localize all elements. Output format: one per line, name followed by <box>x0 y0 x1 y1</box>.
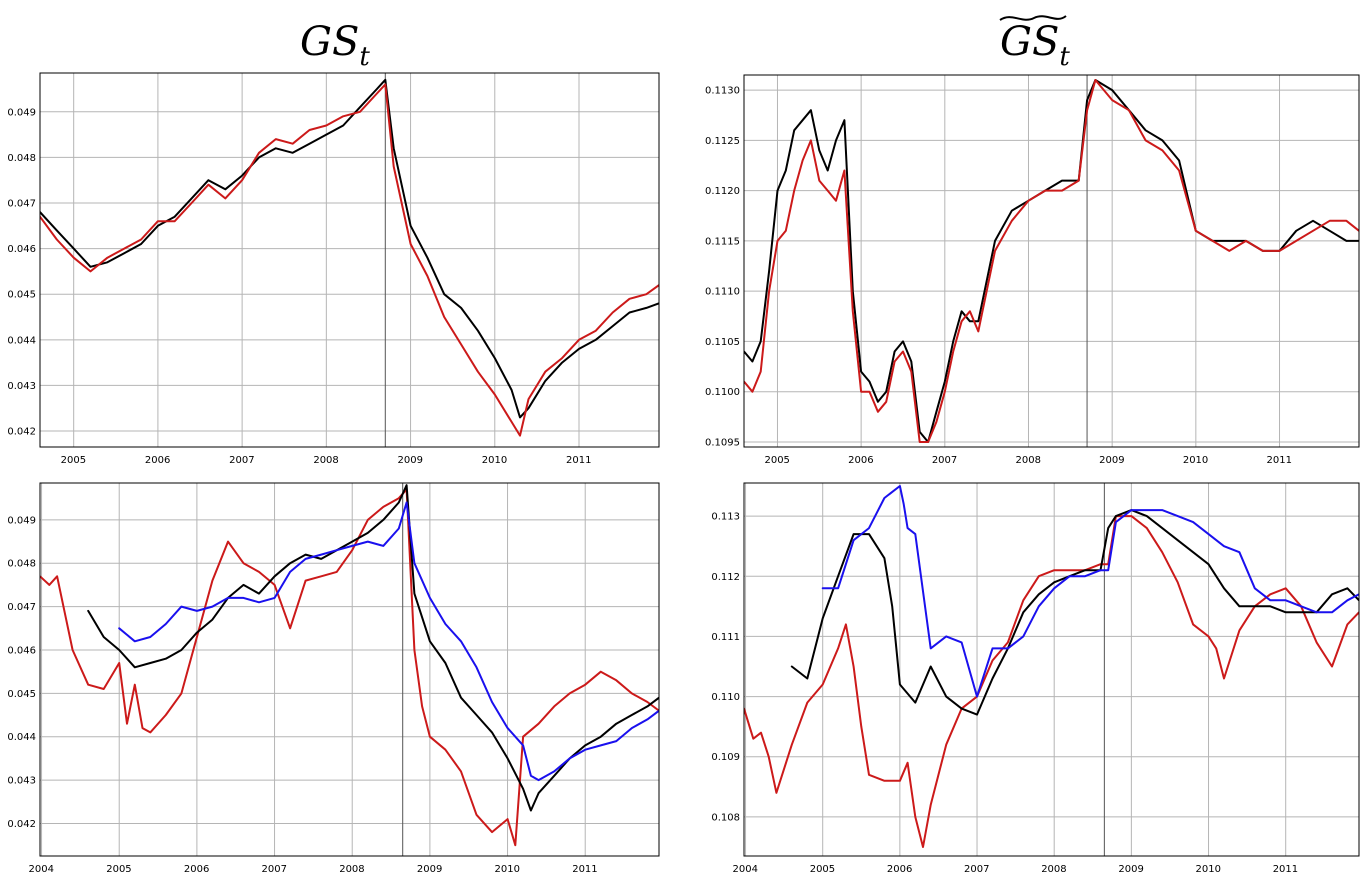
x-tick-label: 2005 <box>810 864 835 875</box>
title-left-main: GS <box>300 19 359 65</box>
x-tick-label: 2006 <box>887 864 912 875</box>
y-tick-label: 0.044 <box>7 335 36 346</box>
y-tick-label: 0.113 <box>711 512 740 523</box>
x-tick-label: 2011 <box>1273 864 1298 875</box>
x-tick-label: 2009 <box>1099 455 1124 466</box>
y-tick-label: 0.109 <box>711 752 740 763</box>
x-tick-label: 2011 <box>566 455 591 466</box>
x-tick-label: 2004 <box>29 864 54 875</box>
x-tick-label: 2005 <box>764 455 789 466</box>
y-tick-label: 0.047 <box>7 602 36 613</box>
title-left: GSt <box>300 19 370 72</box>
x-tick-label: 2006 <box>848 455 873 466</box>
y-tick-label: 0.042 <box>7 427 36 438</box>
title-right-subscript: t <box>1059 42 1070 72</box>
panel-top-left: 2005 2006 2007 2008 2009 2010 2011 0.042 0.043 0.… <box>7 72 660 466</box>
panel-bottom-right: 2004 2005 2006 2007 2008 2009 2010 2011 0.108 0.1… <box>711 482 1360 875</box>
x-tick-label: 2005 <box>61 455 86 466</box>
x-tick-label: 2004 <box>733 864 758 875</box>
y-tick-label: 0.043 <box>7 381 36 392</box>
x-tick-label: 2008 <box>1041 864 1066 875</box>
x-tick-label: 2010 <box>495 864 520 875</box>
series-line-red <box>744 79 1359 443</box>
plot-frame <box>743 482 1360 857</box>
title-left-subscript: t <box>359 42 370 72</box>
x-tick-label: 2006 <box>145 455 170 466</box>
y-tick-label: 0.046 <box>7 645 36 656</box>
y-tick-label: 0.047 <box>7 198 36 209</box>
series-line-black <box>744 79 1359 443</box>
y-tick-label: 0.043 <box>7 776 36 787</box>
plot-frame <box>39 72 660 448</box>
x-tick-label: 2011 <box>1267 455 1292 466</box>
y-tick-label: 0.049 <box>7 107 36 118</box>
series-line-black <box>40 78 659 419</box>
y-tick-label: 0.112 <box>711 572 740 583</box>
x-tick-label: 2007 <box>964 864 989 875</box>
x-tick-label: 2008 <box>339 864 364 875</box>
series-line-red <box>744 515 1359 848</box>
x-tick-label: 2009 <box>398 455 423 466</box>
plot-frame <box>743 74 1360 448</box>
title-right-tilde <box>999 15 1067 21</box>
y-tick-label: 0.045 <box>7 689 36 700</box>
y-tick-label: 0.1115 <box>705 236 740 247</box>
series-line-blue <box>821 485 1359 698</box>
y-tick-label: 0.1105 <box>705 337 740 348</box>
y-tick-label: 0.048 <box>7 559 36 570</box>
y-tick-label: 0.049 <box>7 515 36 526</box>
x-tick-label: 2009 <box>1118 864 1143 875</box>
title-right: GSt <box>1000 19 1070 72</box>
series-line-red <box>40 488 659 847</box>
y-tick-label: 0.1120 <box>705 186 740 197</box>
x-tick-label: 2007 <box>932 455 957 466</box>
x-tick-label: 2010 <box>1196 864 1221 875</box>
series-line-blue <box>118 501 659 782</box>
series-line-black <box>87 484 659 812</box>
panel-top-right: 2005 2006 2007 2008 2009 2010 2011 0.1095 0.1100… <box>705 74 1360 466</box>
x-tick-label: 2005 <box>106 864 131 875</box>
y-tick-label: 0.111 <box>711 632 740 643</box>
y-tick-label: 0.108 <box>711 812 740 823</box>
x-tick-label: 2010 <box>1183 455 1208 466</box>
x-tick-label: 2008 <box>313 455 338 466</box>
panel-bottom-left: 2004 2005 2006 2007 2008 2009 2010 2011 0.042 0.0… <box>7 482 660 875</box>
x-tick-label: 2006 <box>184 864 209 875</box>
y-tick-label: 0.1110 <box>705 287 740 298</box>
x-tick-label: 2010 <box>482 455 507 466</box>
y-tick-label: 0.042 <box>7 819 36 830</box>
plot-frame <box>39 482 660 857</box>
y-tick-label: 0.1125 <box>705 136 740 147</box>
x-tick-label: 2009 <box>417 864 442 875</box>
title-right-main: GS <box>1000 19 1059 65</box>
series-line-black <box>790 509 1359 716</box>
x-tick-label: 2007 <box>262 864 287 875</box>
x-tick-label: 2011 <box>572 864 597 875</box>
y-tick-label: 0.110 <box>711 692 740 703</box>
y-tick-label: 0.1130 <box>705 86 740 97</box>
y-tick-label: 0.1100 <box>705 387 740 398</box>
y-tick-label: 0.1095 <box>705 437 740 448</box>
series-line-red <box>40 83 659 437</box>
x-tick-label: 2008 <box>1015 455 1040 466</box>
y-tick-label: 0.045 <box>7 290 36 301</box>
x-tick-label: 2007 <box>229 455 254 466</box>
y-tick-label: 0.048 <box>7 153 36 164</box>
y-tick-label: 0.046 <box>7 244 36 255</box>
y-tick-label: 0.044 <box>7 732 36 743</box>
